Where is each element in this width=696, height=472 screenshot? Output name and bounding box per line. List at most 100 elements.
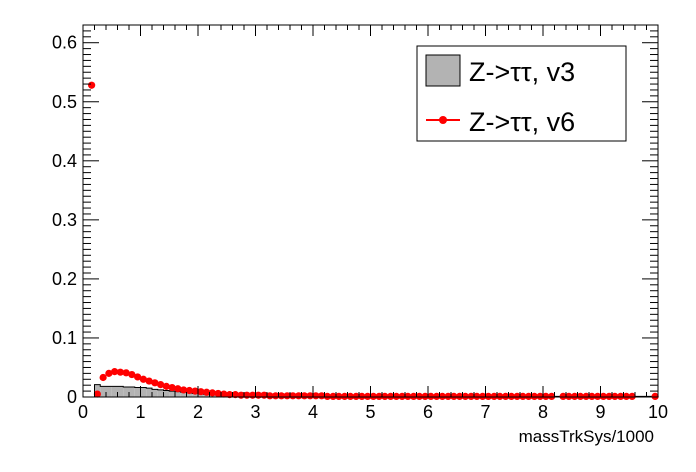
v6-point — [404, 392, 412, 401]
v6-point — [467, 392, 475, 401]
v6-point — [369, 392, 377, 401]
v6-point — [214, 389, 222, 398]
x-tick-label: 5 — [365, 402, 375, 422]
v6-point — [295, 392, 303, 400]
y-tick-label: 0.5 — [52, 92, 77, 112]
v6-point — [392, 392, 400, 401]
v6-point — [387, 392, 395, 401]
v6-point — [197, 388, 205, 396]
v6-point — [231, 391, 239, 399]
v6-point — [220, 390, 228, 398]
v6-point — [381, 392, 389, 401]
v6-point — [364, 392, 372, 401]
v3-bar — [152, 389, 158, 397]
y-tick-label: 0.3 — [52, 210, 77, 230]
v6-point — [582, 392, 590, 401]
v6-point — [116, 368, 124, 376]
v6-point — [617, 392, 625, 401]
v6-point — [605, 392, 613, 401]
v6-point — [536, 392, 544, 401]
x-axis-title: massTrkSys/1000 — [519, 427, 654, 446]
v6-point — [519, 392, 527, 401]
v6-point — [433, 392, 441, 401]
v6-point — [628, 392, 636, 401]
v6-point — [375, 392, 383, 401]
x-tick-label: 10 — [648, 402, 668, 422]
v3-bar — [100, 386, 106, 397]
v6-point — [651, 392, 659, 401]
v6-point — [93, 390, 101, 398]
v3-bar — [163, 390, 170, 397]
v6-point — [306, 392, 314, 400]
v6-point — [599, 392, 607, 401]
v6-point — [346, 392, 354, 401]
v6-point — [496, 392, 504, 401]
v6-point — [88, 81, 96, 89]
v6-point — [530, 392, 538, 401]
v6-point — [272, 392, 280, 400]
v6-point — [456, 392, 464, 401]
v6-point — [479, 392, 487, 401]
v6-point — [513, 392, 521, 401]
x-tick-label: 3 — [250, 402, 260, 422]
v6-point — [289, 392, 297, 400]
v6-point — [128, 370, 136, 379]
x-tick-label: 4 — [308, 402, 318, 422]
v6-point — [410, 392, 418, 401]
v6-point — [622, 392, 630, 401]
v6-point — [525, 392, 533, 401]
v6-point — [473, 392, 481, 401]
v6-point — [588, 392, 596, 401]
v6-point — [461, 392, 469, 401]
v3-bar — [198, 394, 204, 397]
x-tick-label: 9 — [595, 402, 605, 422]
v6-point — [323, 392, 331, 401]
v3-bar — [175, 391, 181, 397]
v6-point — [312, 392, 320, 400]
v6-point — [180, 386, 188, 394]
v6-markers — [88, 81, 659, 401]
v6-point — [191, 387, 199, 395]
v6-point — [502, 392, 510, 401]
x-tick-label: 8 — [538, 402, 548, 422]
legend-swatch-v3 — [425, 54, 461, 87]
legend-marker-v6 — [439, 116, 447, 124]
v6-point — [168, 383, 176, 392]
v6-point — [266, 392, 274, 400]
v6-point — [145, 377, 153, 385]
axis-ticks — [82, 24, 659, 398]
v6-point — [329, 392, 337, 401]
v6-point — [611, 392, 619, 401]
v6-point — [341, 392, 349, 401]
v3-bar — [111, 386, 118, 397]
v6-point — [157, 381, 165, 389]
x-tick-label: 2 — [193, 402, 203, 422]
v6-point — [208, 389, 216, 397]
v6-point — [151, 379, 159, 387]
v3-bar — [180, 392, 187, 397]
v6-point — [139, 375, 147, 383]
v6-point — [277, 392, 285, 400]
v6-point — [122, 369, 130, 377]
x-tick-label: 6 — [423, 402, 433, 422]
x-tick-label: 7 — [480, 402, 490, 422]
v6-point — [548, 392, 556, 401]
v6-point — [283, 392, 291, 400]
v6-point — [162, 382, 170, 390]
y-tick-label: 0 — [67, 387, 77, 407]
v6-point — [571, 392, 579, 401]
v6-point — [134, 373, 142, 381]
v6-point — [565, 392, 573, 401]
legend-label-v6: Z->ττ, v6 — [469, 107, 575, 137]
legend: Z->ττ, v3 Z->ττ, v6 — [416, 45, 627, 142]
axis-tick-labels: 0 1 2 3 4 5 6 7 8 9 10 0 0.1 0.2 0.3 0.4 0.5 0.6 — [52, 33, 668, 422]
v3-bar — [129, 386, 135, 397]
v6-point — [174, 385, 182, 393]
v6-point — [427, 392, 435, 401]
v6-point — [450, 392, 458, 401]
x-tick-label: 1 — [135, 402, 145, 422]
v6-point — [318, 392, 326, 400]
y-tick-label: 0.2 — [52, 269, 77, 289]
v3-bar — [192, 393, 198, 397]
